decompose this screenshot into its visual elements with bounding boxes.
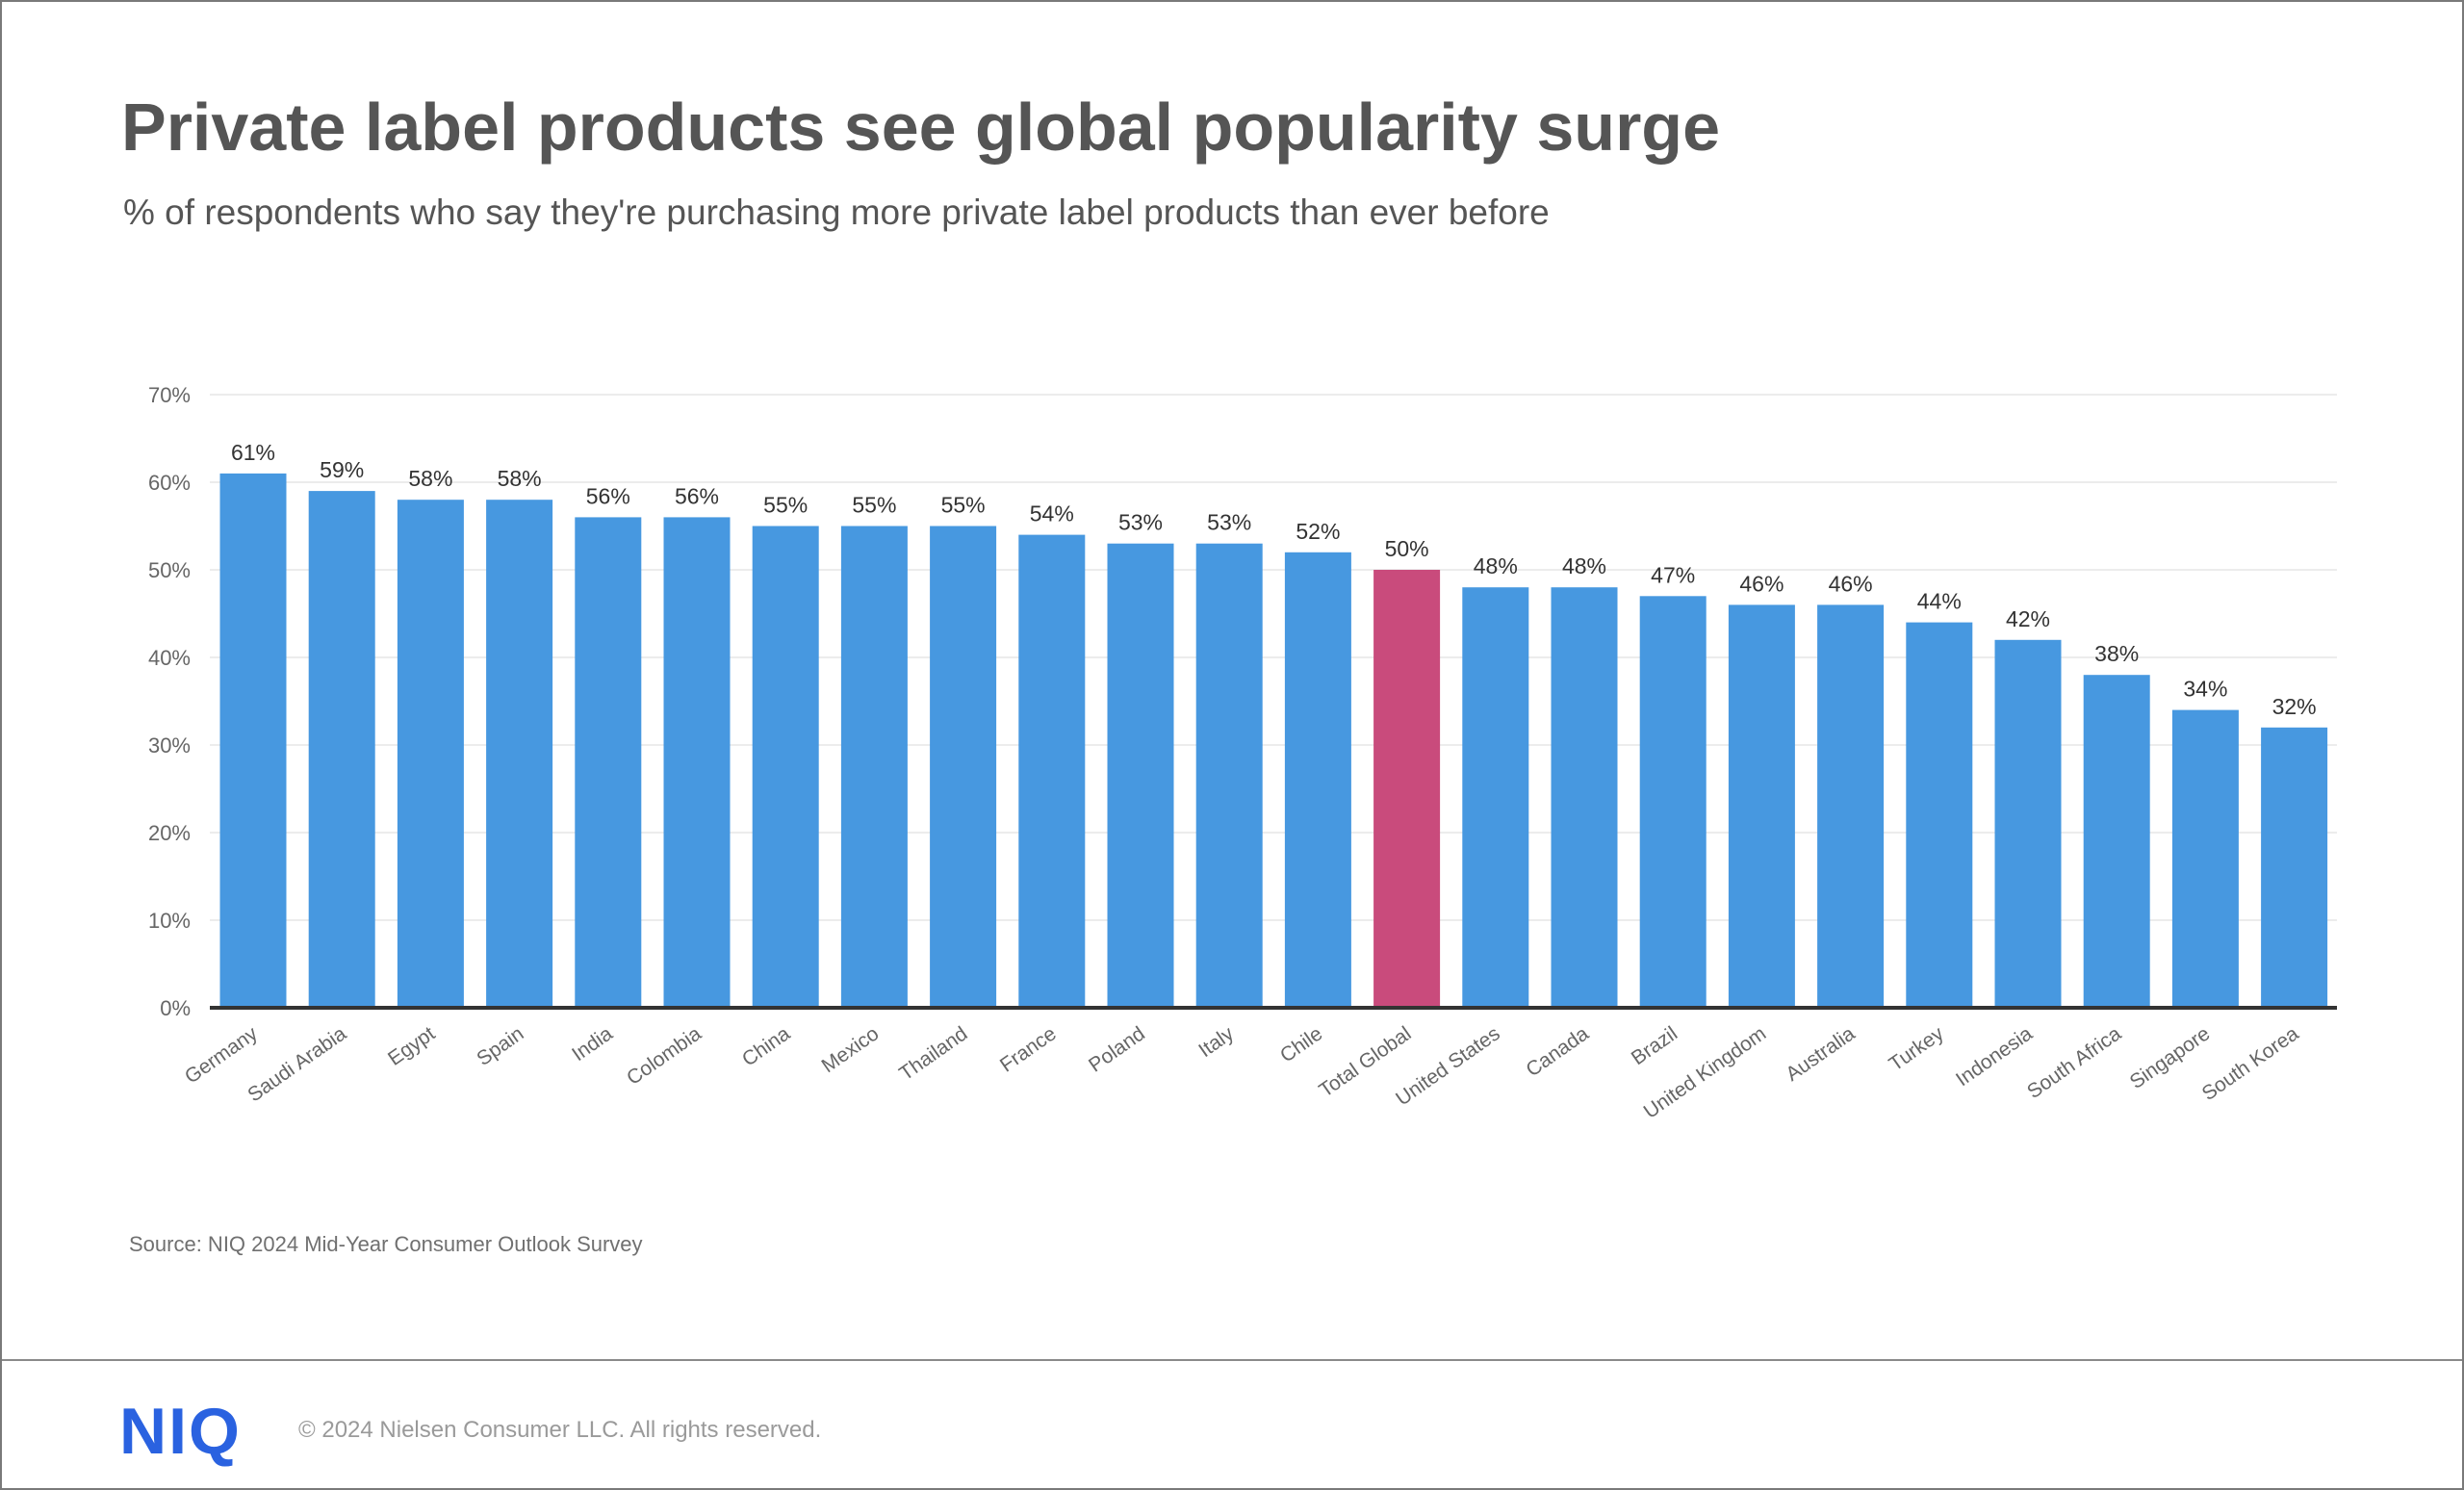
- bar: [2083, 675, 2150, 1008]
- x-tick-label: Indonesia: [1952, 1022, 2037, 1091]
- x-tick-label: Colombia: [623, 1022, 706, 1090]
- data-label: 56%: [586, 483, 630, 508]
- data-label: 44%: [1917, 589, 1962, 614]
- bar: [840, 526, 908, 1008]
- data-label: 54%: [1030, 501, 1074, 527]
- y-tick-label: 60%: [148, 471, 191, 495]
- y-tick-label: 30%: [148, 733, 191, 758]
- data-label: 55%: [852, 493, 896, 518]
- x-tick-label: Brazil: [1628, 1022, 1681, 1069]
- x-tick-label: Singapore: [2126, 1022, 2215, 1093]
- data-label: 42%: [2006, 606, 2050, 631]
- bar: [2261, 727, 2328, 1008]
- data-label: 47%: [1651, 562, 1695, 587]
- data-label: 46%: [1739, 571, 1784, 596]
- bar: [1018, 534, 1086, 1008]
- bar: [486, 500, 553, 1008]
- x-tick-label: South Africa: [2023, 1022, 2125, 1103]
- data-label: 53%: [1207, 510, 1251, 535]
- data-label: 52%: [1296, 519, 1340, 544]
- y-tick-label: 0%: [160, 996, 191, 1020]
- x-tick-label: Chile: [1276, 1022, 1326, 1066]
- y-tick-label: 50%: [148, 558, 191, 582]
- source-note: Source: NIQ 2024 Mid-Year Consumer Outlo…: [129, 1232, 643, 1256]
- bar: [1906, 622, 1973, 1008]
- data-label: 32%: [2272, 694, 2317, 719]
- chart-subtitle: % of respondents who say they're purchas…: [123, 193, 1550, 232]
- bar: [1462, 587, 1529, 1008]
- x-tick-label: Poland: [1085, 1022, 1149, 1076]
- chart-title: Private label products see global popula…: [121, 90, 1720, 165]
- x-tick-label: Thailand: [895, 1022, 971, 1085]
- x-tick-label: Turkey: [1886, 1022, 1949, 1075]
- y-tick-label: 70%: [148, 383, 191, 407]
- data-label: 48%: [1562, 553, 1606, 578]
- footer-divider: [2, 1359, 2462, 1361]
- bar: [1639, 596, 1707, 1008]
- data-label: 38%: [2094, 641, 2139, 666]
- x-tick-label: India: [568, 1022, 617, 1066]
- data-label: 46%: [1829, 571, 1873, 596]
- data-label: 50%: [1385, 536, 1429, 561]
- x-tick-label: Australia: [1782, 1022, 1859, 1086]
- bar: [752, 526, 819, 1008]
- data-label: 55%: [763, 493, 808, 518]
- bar: [1284, 552, 1351, 1008]
- y-tick-label: 10%: [148, 909, 191, 933]
- bar: [308, 491, 375, 1009]
- x-tick-label: Italy: [1194, 1022, 1238, 1062]
- x-tick-label: Mexico: [818, 1022, 884, 1077]
- bar: [1817, 604, 1885, 1008]
- data-label: 59%: [320, 457, 364, 482]
- x-tick-label: China: [738, 1022, 794, 1070]
- x-tick-label: Germany: [181, 1022, 262, 1089]
- bar: [663, 517, 731, 1008]
- data-label: 61%: [231, 440, 275, 465]
- niq-logo: NIQ: [119, 1395, 242, 1468]
- bar: [1994, 639, 2062, 1008]
- bar: [219, 473, 287, 1008]
- bar: [1107, 543, 1174, 1008]
- bar: [1195, 543, 1263, 1008]
- x-tick-label: France: [996, 1022, 1061, 1076]
- data-label: 58%: [408, 466, 452, 491]
- bar: [1551, 587, 1618, 1008]
- x-tick-label: Canada: [1522, 1022, 1593, 1081]
- bar: [575, 517, 642, 1008]
- bar: [1728, 604, 1795, 1008]
- bar: [397, 500, 464, 1008]
- x-tick-label: Spain: [473, 1022, 527, 1070]
- data-label: 56%: [675, 483, 719, 508]
- data-label: 53%: [1118, 510, 1163, 535]
- bar-chart: 0% 10% 20% 30% 40% 50% 60% 70% 61% Germany 59% Saud…: [148, 383, 2337, 1123]
- data-label: 48%: [1474, 553, 1518, 578]
- data-label: 55%: [941, 493, 986, 518]
- bar: [1373, 570, 1441, 1008]
- x-tick-label: Saudi Arabia: [244, 1022, 350, 1106]
- data-label: 58%: [498, 466, 542, 491]
- y-tick-label: 40%: [148, 646, 191, 670]
- bar: [930, 526, 997, 1008]
- x-tick-label: South Korea: [2198, 1022, 2303, 1105]
- copyright-text: © 2024 Nielsen Consumer LLC. All rights …: [298, 1417, 822, 1443]
- x-tick-label: Egypt: [384, 1022, 439, 1070]
- bar: [2171, 709, 2239, 1008]
- y-tick-label: 20%: [148, 821, 191, 845]
- data-label: 34%: [2183, 677, 2227, 702]
